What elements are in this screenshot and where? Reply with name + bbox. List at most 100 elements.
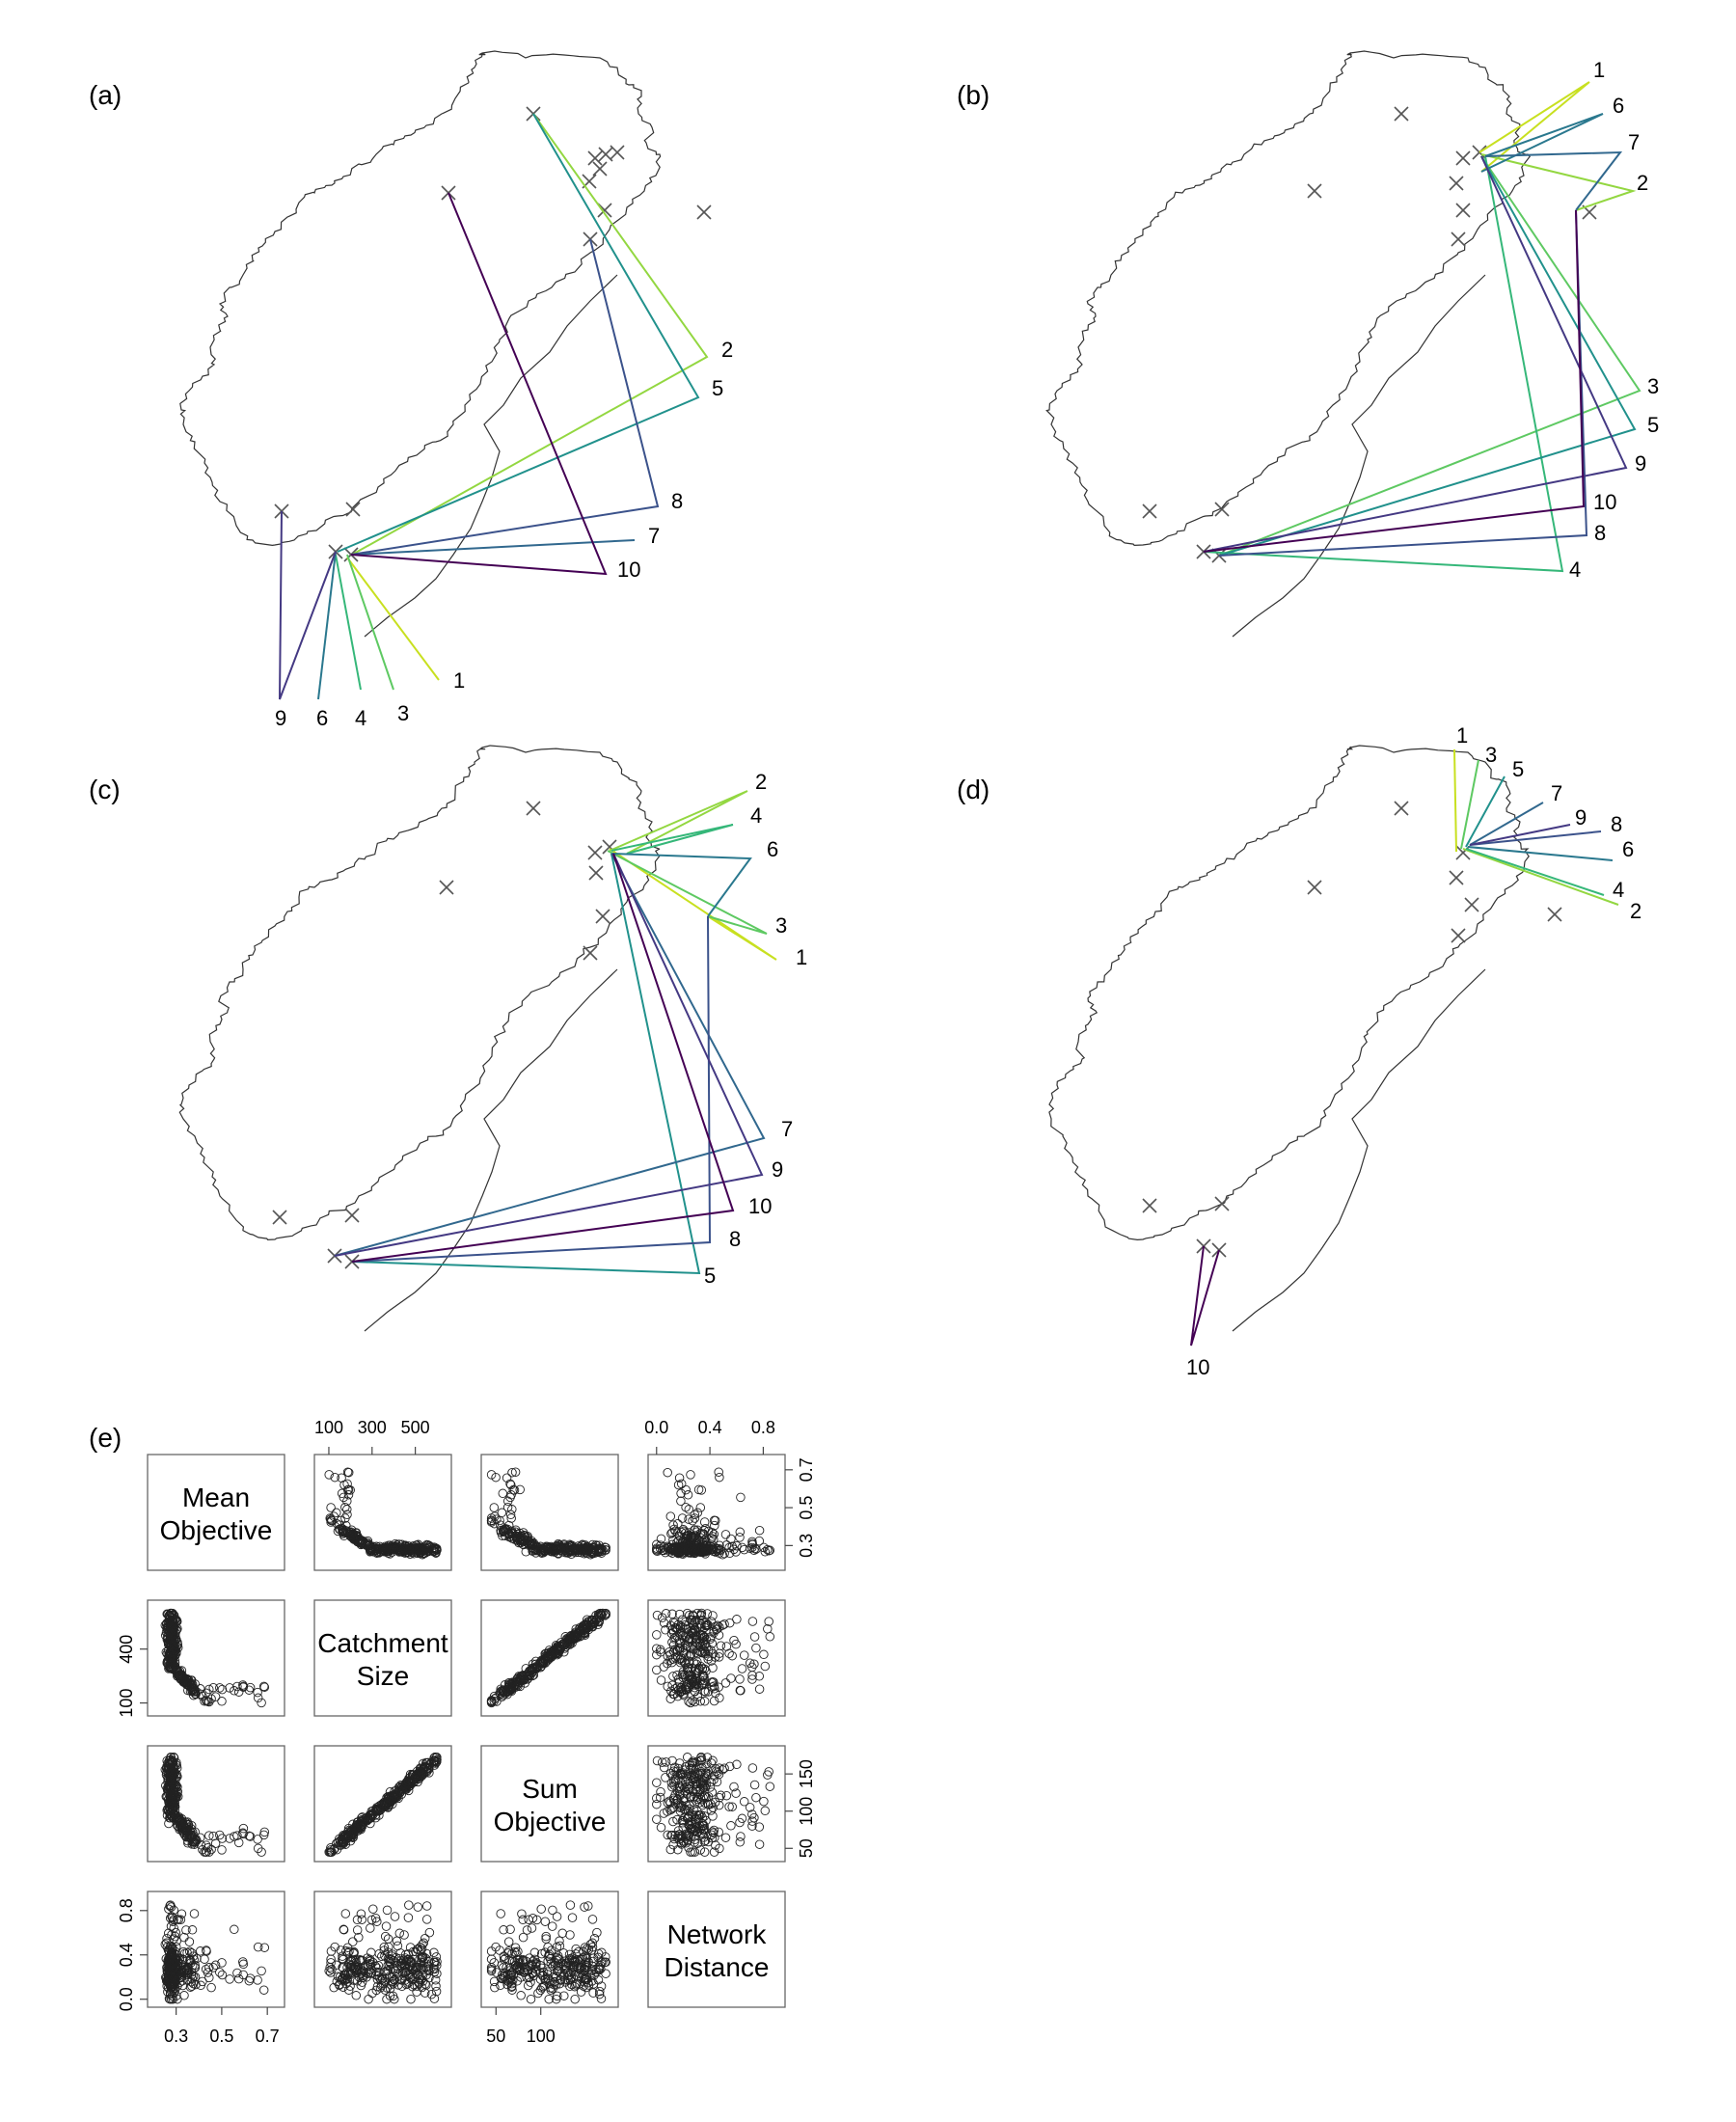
data-point	[684, 1675, 694, 1685]
data-point	[258, 1830, 269, 1840]
tick-label-left: 0.0	[117, 1987, 136, 2011]
data-point	[258, 1681, 269, 1692]
data-point	[332, 1844, 342, 1855]
tick-label-bottom: 0.5	[209, 2027, 233, 2046]
path-line-9	[279, 510, 337, 700]
tick-label-top: 0.4	[698, 1418, 722, 1437]
data-point	[663, 1658, 672, 1669]
data-point	[676, 1527, 687, 1537]
site-marker	[1455, 203, 1471, 218]
data-point	[697, 1800, 708, 1810]
ordinal-label-3: 3	[775, 913, 787, 938]
data-point	[384, 1800, 394, 1810]
data-point	[673, 1844, 683, 1855]
data-point	[217, 1697, 227, 1706]
data-point	[735, 1837, 746, 1847]
data-point	[366, 1959, 376, 1970]
data-point	[421, 1901, 432, 1911]
data-point	[543, 1956, 553, 1966]
data-point	[393, 1941, 403, 1951]
ordinal-label-10: 10	[1593, 490, 1616, 514]
data-point	[196, 1839, 205, 1850]
data-point	[678, 1773, 688, 1782]
data-point	[373, 1961, 384, 1971]
data-point	[215, 1968, 225, 1977]
data-point	[587, 1548, 598, 1559]
data-point	[754, 1822, 765, 1832]
data-point	[739, 1797, 749, 1807]
data-point	[431, 1548, 441, 1558]
data-point	[765, 1632, 775, 1642]
data-point	[692, 1615, 701, 1625]
data-point	[326, 1503, 336, 1512]
data-point	[399, 1930, 409, 1940]
data-point	[703, 1526, 714, 1537]
data-point	[386, 1954, 396, 1965]
path-line-9	[334, 853, 764, 1257]
data-point	[594, 1540, 604, 1550]
data-point	[420, 1933, 430, 1944]
ordinal-label-2: 2	[755, 770, 767, 794]
data-point	[665, 1511, 676, 1521]
data-point	[719, 1619, 729, 1629]
data-point	[565, 1974, 576, 1984]
data-point	[346, 1529, 357, 1538]
data-point	[576, 1625, 586, 1635]
data-point	[673, 1763, 684, 1774]
data-point	[333, 1837, 343, 1847]
data-point	[522, 1925, 532, 1935]
data-point	[697, 1830, 708, 1839]
data-point	[715, 1648, 724, 1658]
tick-label-bottom: 100	[527, 2027, 556, 2046]
data-point	[506, 1685, 516, 1695]
data-point	[363, 1962, 373, 1972]
data-point	[424, 1927, 435, 1938]
data-point	[540, 1917, 551, 1926]
diag-label-line2: Distance	[665, 1952, 770, 1982]
data-point	[667, 1528, 677, 1537]
data-point	[552, 1955, 562, 1966]
path-line-1	[609, 848, 777, 961]
data-point	[495, 1945, 504, 1955]
data-point	[512, 1962, 523, 1972]
cell-frame	[313, 1599, 452, 1717]
data-point	[387, 1795, 397, 1805]
data-point	[354, 1932, 364, 1943]
data-point	[529, 1540, 540, 1551]
path-line-4	[335, 554, 362, 691]
path-line-8	[351, 915, 712, 1263]
pairs-cell-3-0	[147, 1891, 285, 2008]
data-point	[729, 1635, 739, 1646]
data-point	[552, 1912, 562, 1921]
data-point	[206, 1982, 216, 1993]
data-point	[543, 1648, 553, 1658]
tick-label-right: 0.5	[797, 1496, 816, 1520]
data-point	[580, 1902, 589, 1912]
tick-label-left: 0.4	[117, 1943, 136, 1967]
data-point	[393, 1971, 404, 1980]
data-point	[419, 1548, 429, 1559]
data-point	[676, 1488, 686, 1499]
data-point	[498, 1972, 508, 1981]
data-point	[329, 1982, 339, 1993]
data-point	[659, 1545, 669, 1556]
data-point	[721, 1790, 732, 1801]
data-point	[167, 1951, 176, 1962]
data-point	[166, 1608, 176, 1619]
data-point	[692, 1608, 702, 1619]
data-point	[536, 1904, 546, 1914]
pairs-cell-1-2	[480, 1599, 619, 1717]
tick-label-top: 300	[358, 1418, 387, 1437]
data-point	[238, 1682, 248, 1692]
data-point	[510, 1467, 521, 1477]
data-point	[601, 1957, 610, 1968]
data-point	[686, 1847, 695, 1857]
data-point	[550, 1547, 559, 1557]
data-point	[415, 1954, 424, 1965]
data-point	[225, 1974, 234, 1984]
data-point	[735, 1533, 745, 1542]
data-point	[571, 1944, 581, 1954]
data-point	[533, 1545, 543, 1556]
ordinal-label-6: 6	[1613, 94, 1624, 118]
data-point	[163, 1987, 173, 1997]
